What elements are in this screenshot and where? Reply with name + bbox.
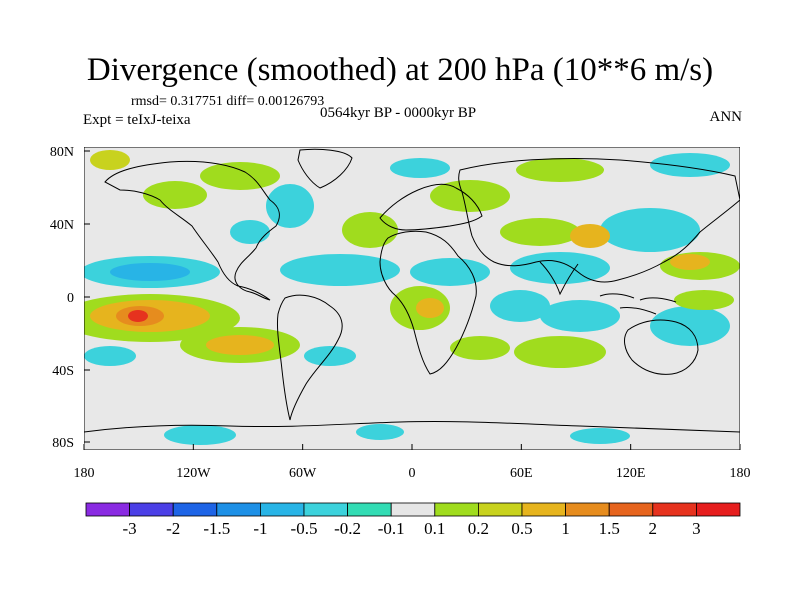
field-blob — [90, 150, 130, 170]
colorbar-swatch — [390, 502, 436, 517]
y-tick-label: 40S — [52, 364, 74, 379]
colorbar-swatch — [303, 502, 348, 517]
colorbar-label: -0.5 — [291, 519, 318, 538]
colorbar-swatch — [565, 502, 610, 517]
colorbar-swatch — [172, 502, 218, 517]
colorbar-label: 2 — [649, 519, 658, 538]
colorbar-swatch — [652, 502, 697, 517]
colorbar-label: -2 — [166, 519, 180, 538]
field-blob — [650, 153, 730, 177]
x-tick-label: 60E — [510, 466, 533, 481]
y-tick-label: 80S — [52, 436, 74, 451]
y-tick-label: 0 — [67, 291, 74, 306]
field-blob — [164, 425, 236, 445]
colorbar-label: -0.2 — [334, 519, 361, 538]
y-axis: 80N 40N 0 40S 80S — [50, 145, 90, 451]
field-blob — [600, 208, 700, 252]
x-tick-label: 60W — [289, 466, 317, 481]
field-blob — [670, 254, 710, 270]
field-blob — [674, 290, 734, 310]
field-blob — [266, 184, 314, 228]
coastlines — [84, 148, 740, 433]
field-blob — [510, 252, 610, 284]
field-blob — [650, 306, 730, 346]
y-tick-label: 40N — [50, 218, 74, 233]
field-blob — [540, 300, 620, 332]
colorbar-swatch — [608, 502, 654, 517]
australia-coast — [624, 319, 699, 375]
field-blob — [570, 224, 610, 248]
asia-coast — [458, 157, 740, 283]
field-blob — [410, 258, 490, 286]
colorbar-label: 0.2 — [468, 519, 489, 538]
field-blob — [206, 335, 274, 355]
y-tick-label: 80N — [50, 145, 74, 160]
field-blob — [490, 290, 550, 322]
field-blob — [230, 220, 270, 244]
colorbar-label: -3 — [123, 519, 137, 538]
colorbar-swatch — [521, 502, 566, 517]
field-blob — [516, 158, 604, 182]
plot-title: Divergence (smoothed) at 200 hPa (10**6 … — [86, 52, 714, 88]
north-america-coast — [104, 160, 280, 301]
colorbar-swatch — [434, 502, 479, 517]
divergence-field — [84, 150, 740, 445]
colorbar-label: 1.5 — [599, 519, 620, 538]
field-blob — [514, 336, 606, 368]
europe-coast — [379, 183, 483, 231]
colorbar-swatch — [696, 502, 741, 517]
africa-coast — [379, 230, 477, 375]
x-tick-label: 180 — [74, 466, 95, 481]
colorbar-label: 0.5 — [511, 519, 532, 538]
season-label: ANN — [709, 109, 743, 125]
field-blob — [416, 298, 444, 318]
x-tick-label: 180 — [730, 466, 751, 481]
field-blob — [143, 181, 207, 209]
field-blob — [200, 162, 280, 190]
indonesia-coast — [599, 293, 677, 315]
period-label: 0564kyr BP - 0000kyr BP — [320, 105, 477, 121]
colorbar: -3 -2 -1.5 -1 -0.5 -0.2 -0.1 0.1 0.2 0.5 1 1.5 2 3 — [85, 502, 741, 538]
field-blob — [128, 310, 148, 322]
x-tick-label: 0 — [409, 466, 416, 481]
colorbar-swatch — [259, 502, 305, 517]
colorbar-swatch — [129, 502, 174, 517]
experiment-label: Expt = teIxJ-teixa — [83, 112, 191, 128]
south-america-coast — [277, 294, 343, 421]
x-tick-label: 120E — [616, 466, 646, 481]
colorbar-swatch — [347, 502, 392, 517]
colorbar-label: 1 — [561, 519, 570, 538]
colorbar-swatch — [477, 502, 523, 517]
field-blob — [430, 180, 510, 212]
x-axis: 180 120W 60W 0 60E 120E 180 — [74, 444, 751, 481]
field-blob — [570, 428, 630, 444]
colorbar-label: -1.5 — [203, 519, 230, 538]
field-blob — [84, 346, 136, 366]
field-blob — [280, 254, 400, 286]
field-blob — [110, 263, 190, 281]
india-coast — [539, 261, 579, 296]
greenland-coast — [297, 148, 353, 189]
map-panel — [84, 147, 740, 450]
colorbar-label: -1 — [253, 519, 267, 538]
colorbar-swatch — [85, 502, 130, 517]
colorbar-label: 0.1 — [424, 519, 445, 538]
colorbar-label: 3 — [692, 519, 701, 538]
stats-line: rmsd= 0.317751 diff= 0.00126793 — [131, 94, 325, 109]
antarctica-coast — [84, 420, 740, 433]
field-blob — [304, 346, 356, 366]
field-blob — [342, 212, 398, 248]
field-blob — [356, 424, 404, 440]
field-blob — [450, 336, 510, 360]
field-blob — [390, 158, 450, 178]
colorbar-label: -0.1 — [378, 519, 405, 538]
colorbar-swatch — [216, 502, 261, 517]
x-tick-label: 120W — [176, 466, 211, 481]
field-blob — [500, 218, 580, 246]
